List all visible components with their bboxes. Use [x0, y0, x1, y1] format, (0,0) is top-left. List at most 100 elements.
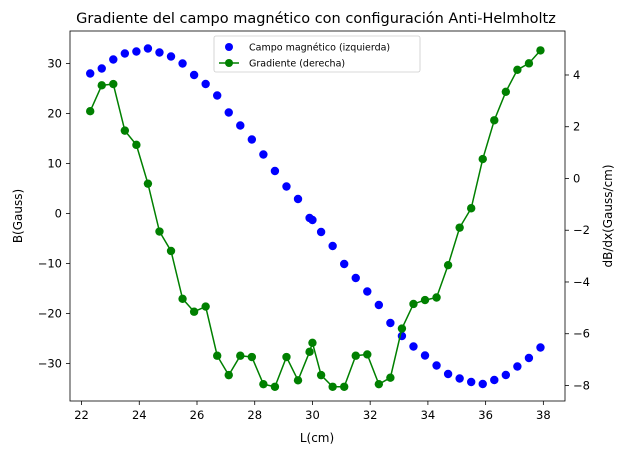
data-point: [132, 47, 141, 56]
data-point: [490, 375, 499, 385]
left-y-tick-label: −20: [38, 307, 62, 321]
data-point: [513, 65, 522, 75]
left-y-tick-label: 10: [47, 157, 62, 171]
legend-marker-gradiente: [225, 59, 233, 67]
data-point: [259, 150, 268, 159]
x-tick-label: 30: [305, 408, 320, 422]
data-point: [259, 379, 268, 389]
data-point: [339, 259, 349, 269]
data-point: [308, 338, 317, 347]
data-point: [443, 369, 453, 379]
data-point: [409, 342, 418, 351]
data-point: [308, 215, 317, 225]
right-y-tick-label: 4: [573, 68, 580, 82]
data-point: [189, 307, 199, 316]
data-point: [432, 293, 441, 302]
data-point: [397, 324, 407, 333]
data-point: [316, 227, 326, 237]
data-point: [363, 287, 372, 296]
data-point: [247, 352, 257, 362]
left-y-axis-label: B(Gauss): [11, 189, 25, 243]
data-point: [524, 59, 534, 68]
data-point: [305, 347, 314, 357]
data-point: [409, 299, 418, 309]
x-tick-label: 26: [190, 408, 205, 422]
left-y-tick-label: 0: [55, 207, 62, 221]
data-point: [201, 79, 210, 89]
data-point: [363, 350, 372, 359]
legend-label-campo: Campo magnético (izquierda): [249, 43, 390, 54]
data-point: [524, 353, 534, 363]
data-point: [97, 81, 106, 90]
left-y-tick-label: −30: [38, 357, 62, 371]
data-point: [236, 121, 245, 130]
chart-title: Gradiente del campo magnético con config…: [76, 11, 556, 27]
series-campo: [86, 44, 545, 389]
data-point: [236, 351, 245, 360]
data-point: [120, 49, 130, 58]
data-point: [513, 362, 522, 371]
data-point: [455, 374, 464, 383]
data-point: [109, 55, 118, 64]
legend-marker-campo: [225, 43, 233, 51]
data-point: [432, 361, 441, 370]
right-y-axis-label: dB/dx(Gauss/cm): [601, 164, 615, 267]
data-point: [282, 182, 291, 191]
data-point: [86, 69, 95, 78]
data-point: [178, 59, 187, 68]
right-y-tick-label: −2: [573, 223, 590, 237]
left-y-tick-label: 20: [47, 107, 62, 121]
data-point: [455, 223, 464, 232]
right-y-tick-label: 0: [573, 171, 580, 185]
data-point: [86, 107, 95, 116]
plot-frame: [69, 30, 566, 402]
data-point: [120, 126, 130, 135]
data-point: [536, 343, 545, 352]
x-tick-label: 38: [536, 408, 551, 422]
data-point: [224, 370, 233, 380]
legend: Campo magnético (izquierda) Gradiente (d…: [213, 35, 421, 73]
data-point: [420, 351, 430, 360]
data-point: [374, 379, 384, 389]
x-tick-label: 28: [247, 408, 262, 422]
series-gradiente: [86, 46, 545, 391]
data-point: [316, 370, 326, 380]
legend-label-gradiente: Gradiente (derecha): [249, 59, 345, 70]
data-point: [386, 373, 395, 382]
data-point: [166, 246, 176, 256]
left-y-axis-ticks: −30 −20 −10 0 10 20 30: [38, 57, 70, 371]
data-point: [201, 302, 210, 311]
right-y-tick-label: −8: [573, 378, 590, 392]
data-point: [490, 116, 499, 125]
data-point: [109, 79, 118, 89]
right-y-axis-ticks: −8 −6 −4 −2 0 2 4: [565, 68, 590, 392]
data-point: [351, 351, 360, 360]
x-tick-label: 24: [132, 408, 147, 422]
left-y-tick-label: −10: [38, 257, 62, 271]
data-point: [143, 44, 153, 53]
data-point: [213, 91, 222, 100]
x-axis-label: L(cm): [300, 431, 334, 445]
data-point: [386, 318, 395, 328]
data-point: [143, 179, 153, 188]
data-point: [293, 376, 303, 385]
data-point: [536, 46, 545, 55]
data-point: [351, 273, 360, 283]
right-y-tick-label: −6: [573, 327, 590, 341]
plot-area: [86, 44, 545, 391]
data-point: [420, 295, 430, 305]
data-point: [247, 135, 257, 144]
legend-box: [213, 35, 421, 73]
data-point: [178, 294, 187, 303]
data-point: [155, 48, 164, 57]
data-point: [97, 64, 106, 73]
data-point: [374, 300, 384, 310]
data-point: [270, 382, 280, 391]
data-point: [443, 260, 453, 270]
data-point: [478, 154, 487, 164]
data-point: [155, 227, 164, 236]
x-tick-label: 22: [74, 408, 89, 422]
x-tick-label: 32: [363, 408, 378, 422]
